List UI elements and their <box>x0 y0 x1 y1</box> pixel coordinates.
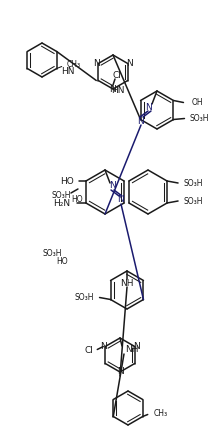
Text: HO: HO <box>56 258 68 266</box>
Text: Cl: Cl <box>84 346 93 355</box>
Text: N: N <box>100 342 107 351</box>
Text: SO₃H: SO₃H <box>42 248 62 258</box>
Text: N: N <box>93 59 100 68</box>
Text: HN: HN <box>61 67 75 77</box>
Text: SO₃H: SO₃H <box>183 197 203 205</box>
Text: N: N <box>110 85 116 93</box>
Text: HO: HO <box>60 177 74 186</box>
Text: SO₃H: SO₃H <box>183 179 203 187</box>
Text: N: N <box>126 59 133 68</box>
Text: N: N <box>133 342 140 351</box>
Text: H₂N: H₂N <box>53 198 70 208</box>
Text: HO: HO <box>71 194 83 204</box>
Text: N: N <box>110 181 116 191</box>
Text: HN: HN <box>111 86 125 95</box>
Text: N: N <box>138 117 144 126</box>
Text: SO₃H: SO₃H <box>51 191 71 201</box>
Text: NH: NH <box>125 346 138 354</box>
Text: Cl: Cl <box>112 71 121 80</box>
Text: CH₃: CH₃ <box>154 409 168 418</box>
Text: SO₃H: SO₃H <box>190 114 209 123</box>
Text: NH: NH <box>120 279 134 287</box>
Text: OH: OH <box>192 98 203 107</box>
Text: CH₃: CH₃ <box>67 60 81 69</box>
Text: N: N <box>118 195 124 205</box>
Text: N: N <box>117 367 123 377</box>
Text: SO₃H: SO₃H <box>75 293 94 302</box>
Text: N: N <box>146 102 152 112</box>
